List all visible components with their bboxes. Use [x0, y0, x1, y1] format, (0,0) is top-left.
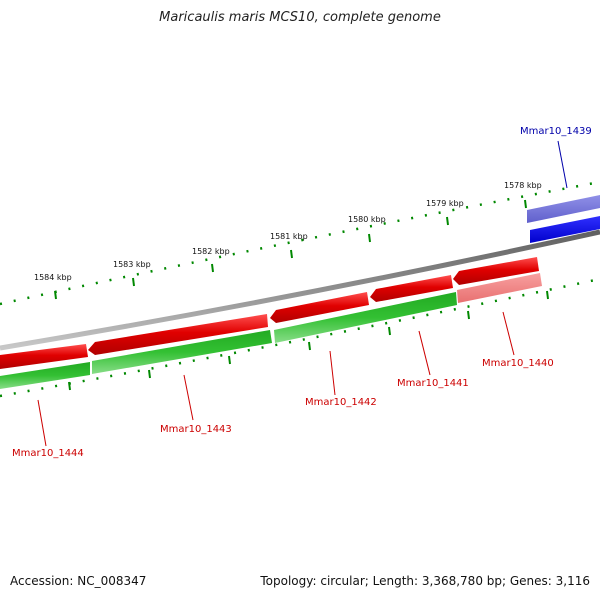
leader-1443	[183, 374, 194, 421]
gene-mmar10-1440-light[interactable]	[457, 273, 542, 303]
tick-label-1582: 1582 kbp	[192, 247, 230, 256]
gene-mmar10-1439[interactable]	[527, 195, 600, 243]
tick-label-1581: 1581 kbp	[270, 232, 308, 241]
genome-summary-text: Topology: circular; Length: 3,368,780 bp…	[260, 574, 590, 588]
green-annotation-band	[0, 292, 457, 389]
leader-1442	[329, 350, 336, 396]
map-title: Maricaulis maris MCS10, complete genome	[159, 10, 441, 25]
gene-mmar10-1443[interactable]	[88, 314, 268, 355]
gene-labels: Mmar10_1439 Mmar10_1440 Mmar10_1441 Mmar…	[12, 126, 592, 459]
genome-backbone	[0, 229, 600, 351]
reverse-strand-genes	[0, 257, 542, 369]
leader-1440	[502, 311, 515, 356]
leader-1439	[557, 140, 568, 189]
gene-label-1440[interactable]: Mmar10_1440	[482, 358, 554, 369]
accession-text: Accession: NC_008347	[10, 574, 147, 588]
gene-label-1443[interactable]: Mmar10_1443	[160, 424, 232, 435]
gene-label-1441[interactable]: Mmar10_1441	[397, 378, 469, 389]
leader-1444	[37, 399, 47, 447]
tick-label-1580: 1580 kbp	[348, 215, 386, 224]
outer-tick-track	[0, 180, 600, 306]
gene-label-1442[interactable]: Mmar10_1442	[305, 397, 377, 408]
tick-label-1578: 1578 kbp	[504, 181, 542, 190]
gene-mmar10-1441[interactable]	[370, 275, 453, 302]
tick-labels: 1578 kbp 1579 kbp 1580 kbp 1581 kbp 1582…	[34, 181, 542, 282]
gene-label-1444[interactable]: Mmar10_1444	[12, 448, 84, 459]
gene-mmar10-1440-red[interactable]	[453, 257, 539, 285]
tick-label-1583: 1583 kbp	[113, 260, 151, 269]
leader-1441	[418, 330, 431, 376]
tick-label-1584: 1584 kbp	[34, 273, 72, 282]
gene-label-1439[interactable]: Mmar10_1439	[520, 126, 592, 137]
label-leaders	[37, 140, 568, 447]
gene-mmar10-1442[interactable]	[270, 292, 369, 323]
gene-mmar10-1444[interactable]	[0, 344, 88, 369]
tick-label-1579: 1579 kbp	[426, 199, 464, 208]
inner-tick-track	[0, 277, 600, 398]
